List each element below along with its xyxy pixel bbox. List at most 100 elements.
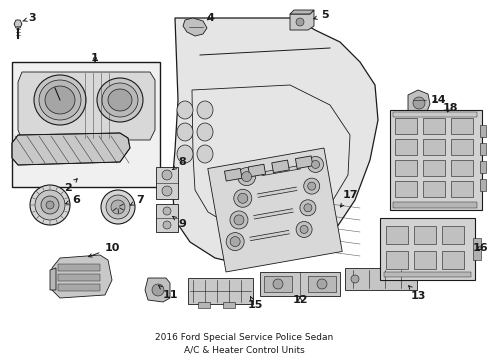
Circle shape bbox=[35, 190, 65, 220]
Bar bbox=[441, 251, 463, 269]
Circle shape bbox=[230, 237, 240, 247]
Bar bbox=[450, 118, 472, 134]
Polygon shape bbox=[14, 20, 22, 28]
Circle shape bbox=[225, 233, 244, 251]
Ellipse shape bbox=[177, 123, 193, 141]
Bar bbox=[187, 278, 252, 304]
Text: 12: 12 bbox=[292, 295, 307, 305]
Circle shape bbox=[412, 97, 424, 109]
Text: 15: 15 bbox=[247, 297, 262, 310]
Circle shape bbox=[303, 204, 311, 212]
Circle shape bbox=[233, 215, 244, 225]
Circle shape bbox=[233, 189, 251, 207]
Bar bbox=[413, 226, 435, 244]
Circle shape bbox=[111, 200, 125, 214]
Polygon shape bbox=[247, 164, 265, 177]
Bar bbox=[345, 268, 416, 290]
Circle shape bbox=[30, 185, 70, 225]
Circle shape bbox=[295, 221, 311, 238]
Text: 18: 18 bbox=[441, 103, 457, 113]
Bar bbox=[260, 272, 339, 296]
Bar bbox=[392, 202, 476, 208]
Bar bbox=[156, 167, 178, 199]
Text: 6: 6 bbox=[65, 195, 80, 205]
Ellipse shape bbox=[177, 145, 193, 163]
Polygon shape bbox=[12, 133, 130, 165]
Text: 13: 13 bbox=[408, 286, 425, 301]
Circle shape bbox=[300, 225, 307, 233]
Circle shape bbox=[295, 18, 304, 26]
Bar bbox=[394, 160, 416, 176]
Ellipse shape bbox=[39, 80, 81, 120]
Circle shape bbox=[350, 275, 358, 283]
Polygon shape bbox=[224, 168, 242, 181]
Circle shape bbox=[101, 190, 135, 224]
Bar bbox=[264, 276, 291, 292]
Text: 8: 8 bbox=[173, 157, 185, 170]
Bar bbox=[58, 264, 100, 271]
Circle shape bbox=[229, 211, 247, 229]
Ellipse shape bbox=[97, 78, 142, 122]
Circle shape bbox=[241, 172, 251, 181]
Circle shape bbox=[41, 196, 59, 214]
Bar bbox=[198, 302, 209, 308]
Bar bbox=[379, 218, 474, 280]
Polygon shape bbox=[145, 278, 170, 302]
Bar bbox=[385, 251, 407, 269]
Ellipse shape bbox=[197, 145, 213, 163]
Circle shape bbox=[307, 157, 323, 172]
Polygon shape bbox=[295, 156, 312, 168]
Text: 9: 9 bbox=[172, 216, 185, 229]
Text: 14: 14 bbox=[429, 95, 445, 105]
Text: 3: 3 bbox=[23, 13, 36, 23]
Circle shape bbox=[163, 207, 171, 215]
Circle shape bbox=[46, 201, 54, 209]
Bar bbox=[450, 181, 472, 197]
Text: 5: 5 bbox=[313, 10, 328, 20]
Bar bbox=[479, 125, 485, 137]
Ellipse shape bbox=[34, 75, 86, 125]
Polygon shape bbox=[172, 18, 377, 265]
Bar bbox=[422, 139, 444, 155]
Bar bbox=[307, 276, 335, 292]
Bar bbox=[394, 118, 416, 134]
Bar bbox=[450, 160, 472, 176]
Bar bbox=[422, 181, 444, 197]
Bar bbox=[422, 160, 444, 176]
Bar bbox=[394, 181, 416, 197]
Circle shape bbox=[163, 221, 171, 229]
Polygon shape bbox=[271, 160, 289, 173]
Ellipse shape bbox=[102, 83, 138, 117]
Text: 17: 17 bbox=[340, 190, 357, 207]
Circle shape bbox=[237, 193, 247, 203]
Ellipse shape bbox=[108, 89, 132, 111]
Circle shape bbox=[106, 195, 130, 219]
Bar bbox=[392, 112, 476, 117]
Circle shape bbox=[307, 182, 315, 190]
Text: 11: 11 bbox=[158, 285, 177, 300]
Bar bbox=[389, 110, 481, 210]
Polygon shape bbox=[183, 18, 206, 36]
Text: 1: 1 bbox=[91, 53, 99, 63]
Bar bbox=[58, 274, 100, 281]
Text: 2016 Ford Special Service Police Sedan: 2016 Ford Special Service Police Sedan bbox=[155, 333, 333, 342]
Polygon shape bbox=[52, 255, 112, 298]
Circle shape bbox=[311, 161, 319, 168]
Polygon shape bbox=[18, 72, 155, 140]
Ellipse shape bbox=[197, 101, 213, 119]
Bar bbox=[450, 139, 472, 155]
Bar bbox=[479, 161, 485, 173]
Text: 10: 10 bbox=[88, 243, 120, 257]
Polygon shape bbox=[407, 90, 429, 116]
Circle shape bbox=[162, 186, 172, 196]
Circle shape bbox=[303, 178, 319, 194]
Bar bbox=[58, 284, 100, 291]
Polygon shape bbox=[50, 268, 56, 290]
Circle shape bbox=[237, 168, 255, 186]
Ellipse shape bbox=[45, 86, 75, 114]
Bar bbox=[479, 143, 485, 155]
Bar bbox=[385, 226, 407, 244]
Bar bbox=[394, 139, 416, 155]
Circle shape bbox=[316, 279, 326, 289]
Circle shape bbox=[152, 284, 163, 296]
